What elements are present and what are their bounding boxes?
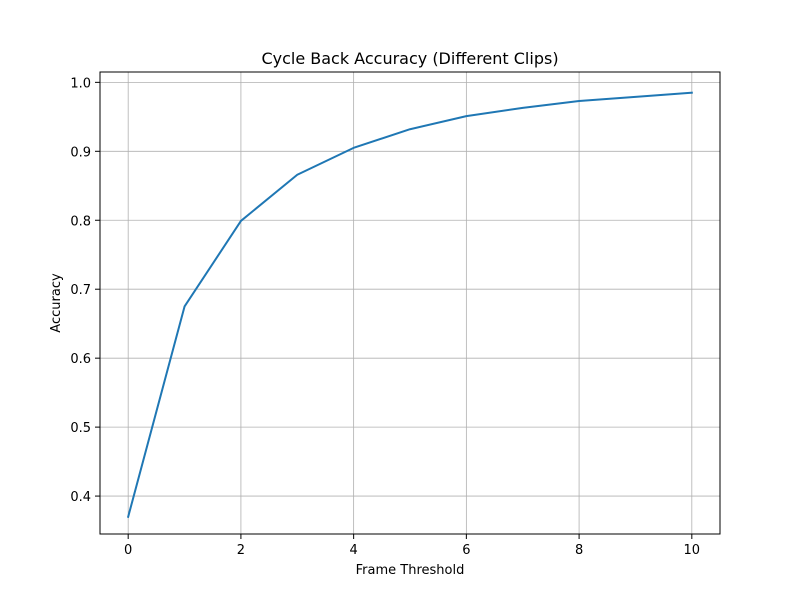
- y-tick-label: 0.6: [70, 352, 91, 367]
- y-tick-label: 0.9: [70, 145, 91, 160]
- y-tick-label: 0.8: [70, 214, 91, 229]
- x-tick-label: 4: [349, 543, 357, 558]
- x-tick-label: 6: [462, 543, 470, 558]
- series-line: [126, 91, 693, 518]
- x-tick-label: 0: [124, 543, 132, 558]
- y-tick-label: 1.0: [70, 76, 91, 91]
- y-tick-label: 0.7: [70, 283, 91, 298]
- y-tick-label: 0.4: [70, 490, 91, 505]
- chart-title: Cycle Back Accuracy (Different Clips): [261, 49, 558, 68]
- series-lines: [126, 91, 693, 518]
- y-tick-label: 0.5: [70, 421, 91, 436]
- x-tick-label: 2: [237, 543, 245, 558]
- axis-ticks: 0 2 4 6 8 10 0.4 0.5 0.6 0.7 0.8 0.9 1.0: [70, 76, 700, 558]
- plot-frame: [99, 71, 721, 535]
- y-axis-label: Accuracy: [49, 273, 64, 333]
- x-axis-label: Frame Threshold: [356, 563, 465, 578]
- grid-lines: [100, 72, 720, 534]
- x-tick-label: 8: [575, 543, 583, 558]
- plot-area-background: [100, 72, 720, 534]
- x-tick-label: 10: [684, 543, 701, 558]
